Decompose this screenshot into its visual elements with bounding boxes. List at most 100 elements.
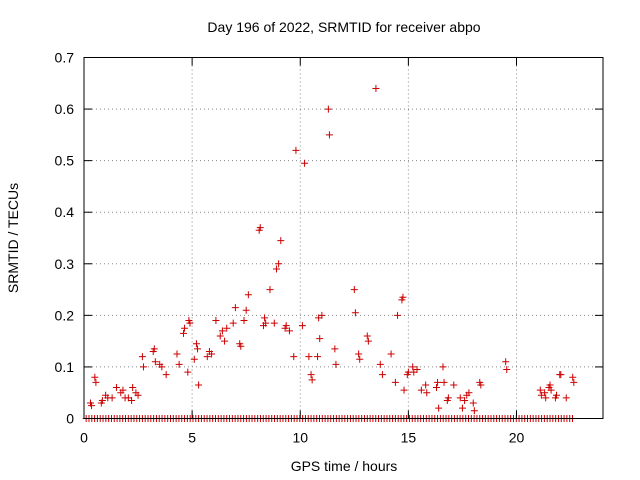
- data-point: [129, 384, 137, 392]
- data-point: [422, 381, 430, 389]
- data-point: [413, 366, 421, 374]
- data-point: [128, 396, 136, 404]
- data-point: [562, 394, 570, 402]
- data-point: [298, 322, 306, 330]
- data-point: [203, 353, 211, 361]
- data-point: [308, 376, 316, 384]
- data-point: [394, 311, 402, 319]
- data-point: [355, 350, 363, 358]
- data-point: [423, 389, 431, 397]
- x-tick-label: 15: [401, 430, 417, 446]
- data-point: [216, 332, 224, 340]
- data-point: [98, 396, 106, 404]
- y-tick-label: 0.2: [55, 307, 75, 323]
- y-axis-label: SRMTID / TECUs: [5, 183, 21, 293]
- data-point: [350, 286, 358, 294]
- data-point: [314, 353, 322, 361]
- y-tick-labels: 0 0.1 0.2 0.3 0.4 0.5 0.6 0.7: [55, 50, 75, 427]
- data-point: [266, 286, 274, 294]
- data-point: [444, 394, 452, 402]
- x-tick-label: 5: [188, 430, 196, 446]
- data-point: [307, 371, 315, 379]
- y-tick-label: 0.3: [55, 256, 75, 272]
- data-point: [272, 265, 280, 273]
- y-tick-label: 0.5: [55, 153, 75, 169]
- data-point: [363, 332, 371, 340]
- y-tick-label: 0.4: [55, 204, 75, 220]
- data-point: [186, 319, 194, 327]
- data-point: [439, 363, 447, 371]
- x-tick-label: 0: [80, 430, 88, 446]
- data-point: [502, 358, 510, 366]
- data-point: [262, 319, 270, 327]
- data-point: [461, 396, 469, 404]
- chart-title: Day 196 of 2022, SRMTID for receiver abp…: [207, 19, 480, 35]
- data-point: [173, 350, 181, 358]
- data-point: [569, 373, 577, 381]
- data-point: [240, 317, 248, 325]
- data-point: [139, 363, 147, 371]
- data-point: [277, 237, 285, 245]
- data-point: [417, 386, 425, 394]
- data-point: [434, 378, 442, 386]
- data-point: [372, 84, 380, 92]
- data-point: [192, 340, 200, 348]
- x-tick-labels: 0 5 10 15 20: [80, 430, 524, 446]
- data-point: [324, 105, 332, 113]
- data-point: [92, 378, 100, 386]
- data-point: [557, 371, 565, 379]
- data-point: [465, 389, 473, 397]
- x-tick-label: 20: [509, 430, 525, 446]
- data-point: [237, 342, 245, 350]
- plot-frame: [83, 57, 604, 419]
- data-point: [432, 384, 440, 392]
- data-point: [391, 378, 399, 386]
- data-point: [256, 224, 264, 232]
- data-point: [138, 353, 146, 361]
- data-point: [351, 309, 359, 317]
- data-points: [86, 84, 578, 415]
- data-point: [181, 324, 189, 332]
- y-tick-label: 0.6: [55, 101, 75, 117]
- data-point: [435, 404, 443, 412]
- data-point: [332, 360, 340, 368]
- data-point: [195, 381, 203, 389]
- data-point: [364, 337, 372, 345]
- data-point: [477, 381, 485, 389]
- data-point: [318, 311, 326, 319]
- y-tick-label: 0: [66, 411, 74, 427]
- data-point: [119, 386, 127, 394]
- data-point: [458, 404, 466, 412]
- data-point: [175, 360, 183, 368]
- data-point: [409, 363, 417, 371]
- data-point: [151, 358, 159, 366]
- data-point: [179, 329, 187, 337]
- data-point: [212, 317, 220, 325]
- data-point: [275, 260, 283, 268]
- data-point: [88, 402, 96, 410]
- data-point: [190, 355, 198, 363]
- data-point: [325, 131, 333, 139]
- data-point: [470, 407, 478, 415]
- data-point: [450, 381, 458, 389]
- data-point: [270, 319, 278, 327]
- data-point: [301, 159, 309, 167]
- data-point: [208, 350, 216, 358]
- data-point: [285, 327, 293, 335]
- data-point: [282, 322, 290, 330]
- data-point: [221, 337, 229, 345]
- data-point: [542, 394, 550, 402]
- data-point: [91, 373, 99, 381]
- data-point: [292, 146, 300, 154]
- data-point: [331, 345, 339, 353]
- data-point: [378, 371, 386, 379]
- data-point: [184, 368, 192, 376]
- data-point: [108, 394, 116, 402]
- data-point: [570, 378, 578, 386]
- data-point: [469, 399, 477, 407]
- data-point: [440, 378, 448, 386]
- y-tick-label: 0.1: [55, 359, 75, 375]
- data-point: [150, 345, 158, 353]
